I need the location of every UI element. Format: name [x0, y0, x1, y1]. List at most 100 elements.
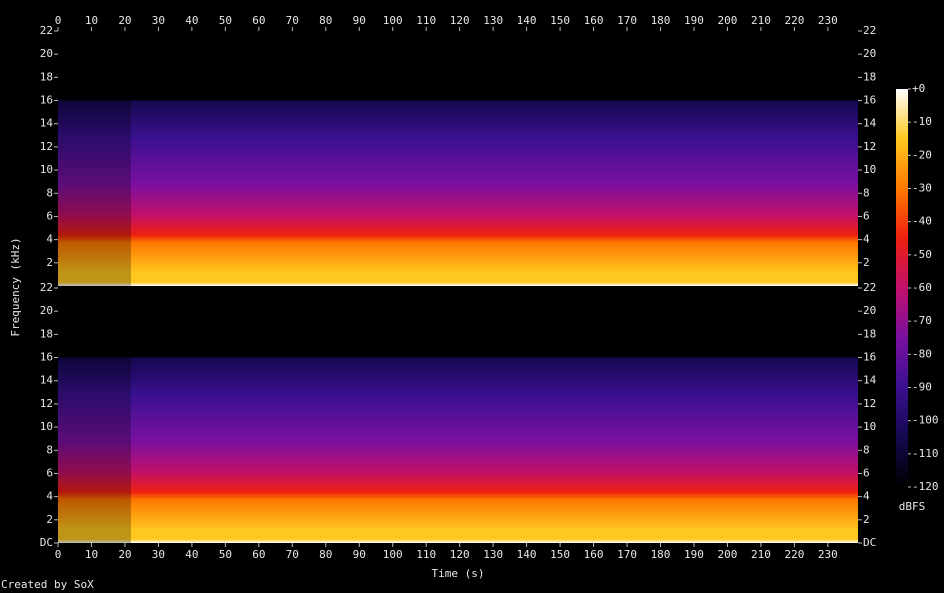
colorbar-tick-label: -30 — [912, 182, 932, 195]
y-tick-label: 22 — [40, 281, 53, 294]
y-tick-label: 22 — [40, 24, 53, 37]
x-tick-label-top: 220 — [784, 14, 804, 27]
colorbar-tick-label: -120 — [912, 480, 939, 493]
x-tick-label-top: 120 — [450, 14, 470, 27]
colorbar-tick-label: -10 — [912, 115, 932, 128]
x-tick-label: 90 — [353, 548, 366, 561]
channel-1-spectrum — [58, 31, 858, 286]
x-tick-label-top: 180 — [651, 14, 671, 27]
y-tick-label-right: 2 — [863, 513, 870, 526]
y-tick-label-right: 2 — [863, 256, 870, 269]
colorbar-tick-label: -40 — [912, 215, 932, 228]
x-axis-label: Time (s) — [432, 567, 485, 580]
x-tick-label: 80 — [319, 548, 332, 561]
y-tick-label-right: 6 — [863, 466, 870, 479]
x-tick-label-top: 190 — [684, 14, 704, 27]
y-tick-label: 10 — [40, 420, 53, 433]
y-tick-label: 16 — [40, 94, 53, 107]
x-tick-label: 200 — [718, 548, 738, 561]
y-tick-label: 12 — [40, 140, 53, 153]
x-tick-label-top: 230 — [818, 14, 838, 27]
x-tick-label-top: 140 — [517, 14, 537, 27]
x-tick-label: 100 — [383, 548, 403, 561]
x-tick-label: 10 — [85, 548, 98, 561]
caption: Created by SoX — [1, 578, 94, 591]
x-tick-label-top: 130 — [483, 14, 503, 27]
x-tick-label-top: 160 — [584, 14, 604, 27]
x-tick-label: 70 — [286, 548, 299, 561]
channel-1-shade — [58, 100, 131, 286]
y-tick-label: 18 — [40, 70, 53, 83]
y-tick-label-right: 18 — [863, 327, 876, 340]
y-tick-label: DC — [40, 536, 53, 549]
colorbar — [896, 89, 908, 487]
x-tick-label: 230 — [818, 548, 838, 561]
y-tick-label-right: 16 — [863, 94, 876, 107]
x-tick-label: 110 — [416, 548, 436, 561]
y-tick-label-right: 6 — [863, 209, 870, 222]
colorbar-tick-label: -20 — [912, 148, 932, 161]
colorbar-tick-label: -100 — [912, 414, 939, 427]
y-tick-label-right: 14 — [863, 374, 877, 387]
y-tick-label: 18 — [40, 327, 53, 340]
channel-2-spectrum — [58, 288, 858, 543]
y-tick-label: 20 — [40, 304, 53, 317]
y-tick-label: 12 — [40, 397, 53, 410]
y-tick-label: 8 — [46, 443, 53, 456]
y-tick-label-right: 8 — [863, 443, 870, 456]
y-tick-label-right: 16 — [863, 351, 876, 364]
y-tick-label: 16 — [40, 351, 53, 364]
y-tick-label-right: 14 — [863, 117, 877, 130]
y-tick-label: 6 — [46, 209, 53, 222]
y-tick-label-right: DC — [863, 536, 876, 549]
y-tick-label: 2 — [46, 256, 53, 269]
y-tick-label-right: 10 — [863, 163, 876, 176]
x-tick-label: 160 — [584, 548, 604, 561]
y-tick-label-right: 22 — [863, 281, 876, 294]
y-tick-label-right: 4 — [863, 233, 870, 246]
x-tick-label: 30 — [152, 548, 165, 561]
x-tick-label: 210 — [751, 548, 771, 561]
x-tick-label: 220 — [784, 548, 804, 561]
y-tick-label: 6 — [46, 466, 53, 479]
x-tick-label: 130 — [483, 548, 503, 561]
colorbar-tick-label: +0 — [912, 82, 925, 95]
x-tick-label: 140 — [517, 548, 537, 561]
x-tick-label-top: 210 — [751, 14, 771, 27]
channel-2-shade — [58, 357, 131, 543]
x-tick-label-top: 110 — [416, 14, 436, 27]
y-tick-label: 10 — [40, 163, 53, 176]
x-tick-label-top: 0 — [55, 14, 62, 27]
x-tick-label: 20 — [118, 548, 131, 561]
x-tick-label-top: 60 — [252, 14, 265, 27]
x-tick-label: 40 — [185, 548, 198, 561]
x-tick-label-top: 90 — [353, 14, 366, 27]
x-tick-label-top: 100 — [383, 14, 403, 27]
x-tick-label: 190 — [684, 548, 704, 561]
colorbar-tick-label: -50 — [912, 248, 932, 261]
x-tick-label-top: 20 — [118, 14, 131, 27]
x-tick-label: 150 — [550, 548, 570, 561]
y-tick-label-right: 18 — [863, 70, 876, 83]
colorbar-tick-label: -70 — [912, 314, 932, 327]
x-tick-label-top: 30 — [152, 14, 165, 27]
y-tick-label-right: 8 — [863, 186, 870, 199]
y-tick-label: 2 — [46, 513, 53, 526]
y-axis-label: Frequency (kHz) — [9, 237, 22, 336]
y-tick-label: 8 — [46, 186, 53, 199]
y-tick-label: 20 — [40, 47, 53, 60]
x-tick-label: 170 — [617, 548, 637, 561]
x-tick-label: 50 — [219, 548, 232, 561]
y-tick-label: 14 — [40, 374, 54, 387]
x-tick-label-top: 40 — [185, 14, 198, 27]
y-tick-label-right: 22 — [863, 24, 876, 37]
x-tick-label: 120 — [450, 548, 470, 561]
x-tick-label-top: 170 — [617, 14, 637, 27]
colorbar-tick-label: -110 — [912, 447, 939, 460]
colorbar-label: dBFS — [899, 500, 926, 513]
y-tick-label-right: 20 — [863, 304, 876, 317]
y-tick-label: 14 — [40, 117, 54, 130]
y-tick-label: 4 — [46, 490, 53, 503]
y-tick-label-right: 20 — [863, 47, 876, 60]
